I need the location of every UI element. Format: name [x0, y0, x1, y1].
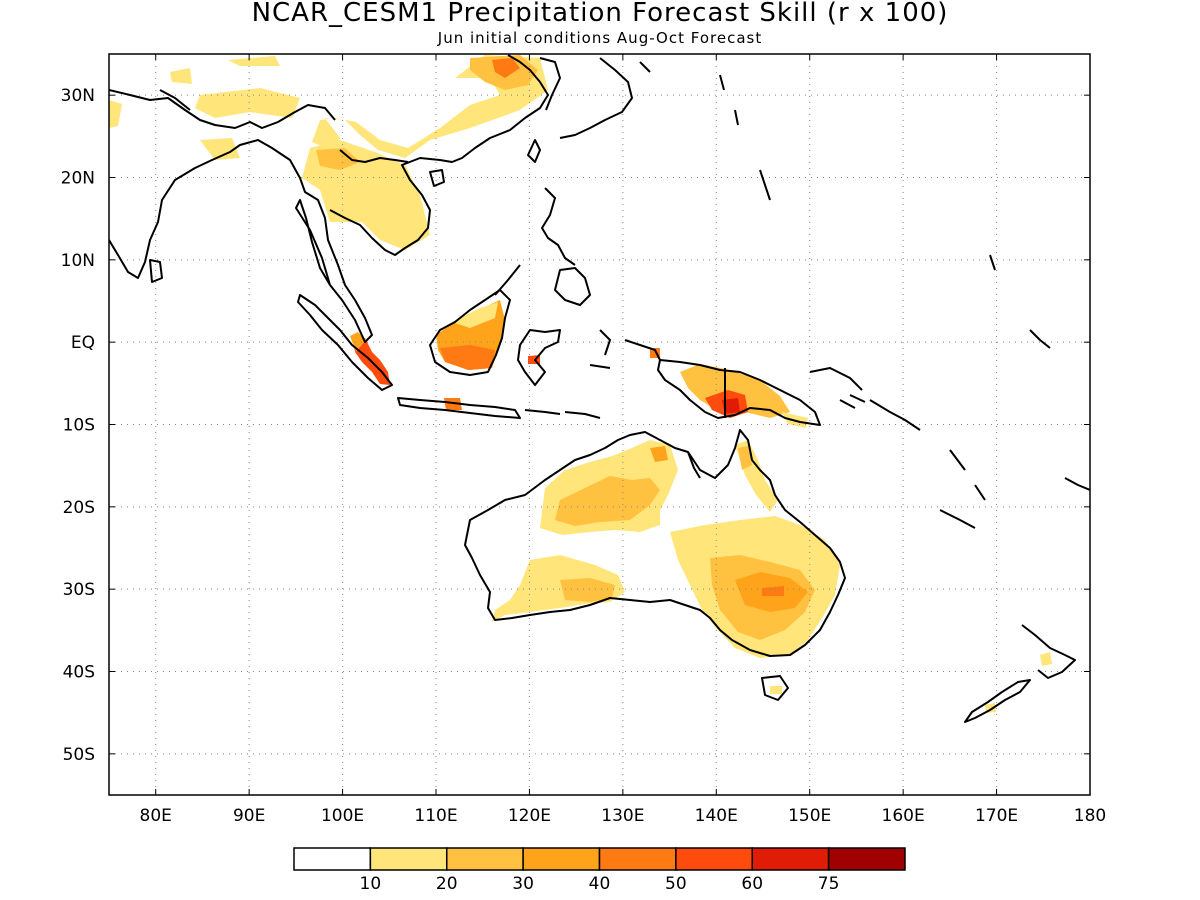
colorbar-label: 20 — [436, 874, 458, 894]
lon-label: 140E — [695, 806, 738, 826]
colorbar-swatch — [675, 847, 753, 871]
coastline-mindanao — [554, 267, 591, 306]
skill-region-swaus-mid — [560, 578, 615, 602]
lat-label: 20N — [61, 169, 95, 189]
skill-region-indochina-mid — [316, 148, 360, 170]
coastline-india-north — [109, 89, 336, 129]
coastline-taiwan — [527, 139, 541, 163]
lon-label: 160E — [882, 806, 925, 826]
map-subtitle: Jun initial conditions Aug-Oct Forecast — [437, 29, 763, 47]
skill-region-tasmania — [770, 686, 782, 694]
coastline-tasmania — [761, 675, 789, 701]
skill-region-tibet — [195, 88, 300, 118]
coastline-lesser-sunda — [524, 409, 601, 419]
lon-label: 90E — [233, 806, 265, 826]
coastline-australia — [464, 429, 846, 657]
coastline-nz-south — [964, 679, 1031, 723]
skill-region-nz — [985, 652, 1052, 713]
lon-label: 80E — [140, 806, 172, 826]
lon-label: 180 — [1074, 806, 1106, 826]
skill-region-cape-york-mid — [738, 446, 752, 470]
coastline-new-guinea — [657, 359, 821, 426]
colorbar-label: 10 — [360, 874, 382, 894]
coastlines — [109, 54, 1090, 723]
lat-label: 30N — [61, 86, 95, 106]
coastline-hainan — [429, 169, 445, 187]
skill-region-papua — [680, 364, 790, 418]
lat-label: 10S — [63, 416, 95, 436]
coastline-gulf — [687, 451, 701, 479]
lat-label: 20S — [63, 498, 95, 518]
coastline-nz-north — [1021, 624, 1076, 679]
skill-region-borneo-top — [452, 302, 498, 328]
skill-region-china-high — [492, 58, 520, 78]
coastline-maluku — [589, 329, 661, 369]
coastline-solomons — [869, 399, 986, 501]
colorbar-label: 40 — [589, 874, 611, 894]
colorbar-swatch — [446, 847, 524, 871]
lat-label: 10N — [61, 251, 95, 271]
colorbar-swatch — [369, 847, 448, 871]
skill-region-naus-high — [650, 446, 668, 462]
lon-label: 120E — [508, 806, 551, 826]
colorbar-label: 75 — [818, 874, 840, 894]
coastline-sri-lanka — [149, 259, 163, 283]
colorbar-swatch — [827, 847, 906, 871]
lon-label: 170E — [975, 806, 1018, 826]
skill-region-eaus-core — [762, 586, 784, 596]
coastline-sumatra — [297, 294, 393, 391]
colorbar-label: 50 — [665, 874, 687, 894]
coastline-indochina — [329, 54, 549, 256]
coastline-korea — [539, 57, 561, 111]
coastline-islands — [719, 74, 1051, 403]
grid-lines — [109, 54, 1090, 795]
coastline-new-britain — [809, 367, 863, 409]
skill-region-india-edge — [109, 100, 122, 128]
lat-label: 30S — [63, 580, 95, 600]
skill-region-borneo-high — [440, 345, 495, 370]
lat-label: 40S — [63, 663, 95, 683]
lat-label: 50S — [63, 745, 95, 765]
lat-label: EQ — [71, 333, 95, 353]
coastline-luzon — [541, 187, 576, 266]
lon-label: 100E — [321, 806, 364, 826]
coastline-borneo — [429, 289, 511, 376]
plot-frame — [108, 53, 1091, 796]
skill-region-swaustralia — [492, 555, 625, 622]
colorbar: 10 20 30 40 50 60 75 — [293, 847, 906, 894]
skill-shading — [109, 55, 1052, 713]
axes: 80E 90E 100E 110E 120E 130E 140E 150E 160E 170E 18… — [61, 54, 1106, 826]
colorbar-swatch — [598, 847, 677, 871]
skill-region-java — [444, 398, 462, 410]
colorbar-label: 60 — [741, 874, 763, 894]
colorbar-label: 30 — [512, 874, 534, 894]
lon-label: 150E — [788, 806, 831, 826]
coastline-asia — [109, 139, 373, 343]
coastline-china-interior — [159, 89, 409, 163]
coastline-japan — [559, 57, 651, 139]
skill-region-naus-mid — [555, 476, 660, 526]
colorbar-swatch — [751, 847, 830, 871]
colorbar-swatch — [522, 847, 601, 871]
skill-region-nepal — [200, 138, 240, 160]
coastline-vanuatu — [939, 477, 1090, 529]
skill-region-north — [170, 56, 280, 84]
coastline-java — [397, 397, 521, 419]
skill-region-papua-dark — [722, 398, 740, 414]
coastline-sulawesi — [517, 329, 561, 386]
map-title: NCAR_CESM1 Precipitation Forecast Skill … — [251, 0, 949, 28]
lon-label: 110E — [414, 806, 457, 826]
lon-label: 130E — [601, 806, 644, 826]
colorbar-swatch — [293, 847, 372, 871]
